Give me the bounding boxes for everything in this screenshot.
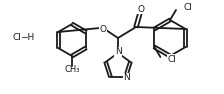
Text: −H: −H — [20, 33, 34, 42]
Text: Cl: Cl — [13, 33, 22, 42]
Text: O: O — [138, 5, 144, 14]
Text: Cl: Cl — [167, 55, 176, 64]
Text: CH₃: CH₃ — [64, 66, 80, 75]
Text: O: O — [99, 25, 106, 33]
Text: N: N — [123, 73, 130, 82]
Text: N: N — [115, 47, 121, 56]
Text: Cl: Cl — [183, 3, 192, 11]
